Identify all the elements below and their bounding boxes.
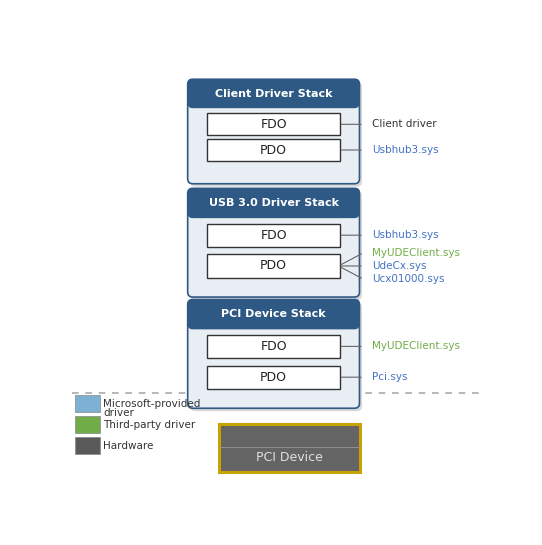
- Text: Usbhub3.sys: Usbhub3.sys: [372, 230, 439, 240]
- Text: MyUDEClient.sys: MyUDEClient.sys: [372, 247, 460, 258]
- FancyBboxPatch shape: [207, 335, 340, 358]
- Text: PCI Device Stack: PCI Device Stack: [221, 310, 326, 319]
- Bar: [219, 424, 360, 473]
- FancyBboxPatch shape: [190, 191, 362, 300]
- Text: FDO: FDO: [260, 229, 287, 241]
- Text: Hardware: Hardware: [104, 440, 154, 451]
- Bar: [193, 93, 354, 103]
- FancyBboxPatch shape: [207, 139, 340, 161]
- Text: Client Driver Stack: Client Driver Stack: [215, 89, 332, 99]
- Text: Microsoft-provided: Microsoft-provided: [104, 398, 201, 409]
- Text: MyUDEClient.sys: MyUDEClient.sys: [372, 341, 460, 352]
- Text: PDO: PDO: [260, 371, 287, 384]
- Bar: [193, 313, 354, 324]
- FancyBboxPatch shape: [188, 189, 359, 297]
- Bar: [193, 202, 354, 213]
- FancyBboxPatch shape: [190, 82, 362, 187]
- FancyBboxPatch shape: [190, 302, 362, 411]
- Text: driver: driver: [104, 408, 134, 418]
- FancyBboxPatch shape: [188, 300, 359, 408]
- Text: UdeCx.sys: UdeCx.sys: [372, 261, 427, 271]
- FancyBboxPatch shape: [188, 189, 359, 218]
- FancyBboxPatch shape: [75, 395, 100, 413]
- Text: PDO: PDO: [260, 143, 287, 156]
- FancyBboxPatch shape: [188, 79, 359, 108]
- Text: PCI Device: PCI Device: [256, 451, 323, 464]
- FancyBboxPatch shape: [207, 113, 340, 136]
- FancyBboxPatch shape: [75, 416, 100, 433]
- Text: PDO: PDO: [260, 259, 287, 272]
- Text: Third-party driver: Third-party driver: [104, 420, 196, 429]
- FancyBboxPatch shape: [188, 79, 359, 184]
- FancyBboxPatch shape: [207, 255, 340, 277]
- FancyBboxPatch shape: [188, 300, 359, 329]
- Text: Client driver: Client driver: [372, 119, 437, 129]
- Text: FDO: FDO: [260, 118, 287, 131]
- Text: Usbhub3.sys: Usbhub3.sys: [372, 145, 439, 155]
- Text: Pci.sys: Pci.sys: [372, 372, 408, 382]
- FancyBboxPatch shape: [75, 437, 100, 455]
- Text: FDO: FDO: [260, 340, 287, 353]
- FancyBboxPatch shape: [207, 223, 340, 247]
- FancyBboxPatch shape: [207, 366, 340, 389]
- Text: USB 3.0 Driver Stack: USB 3.0 Driver Stack: [209, 198, 339, 208]
- Text: Ucx01000.sys: Ucx01000.sys: [372, 274, 445, 284]
